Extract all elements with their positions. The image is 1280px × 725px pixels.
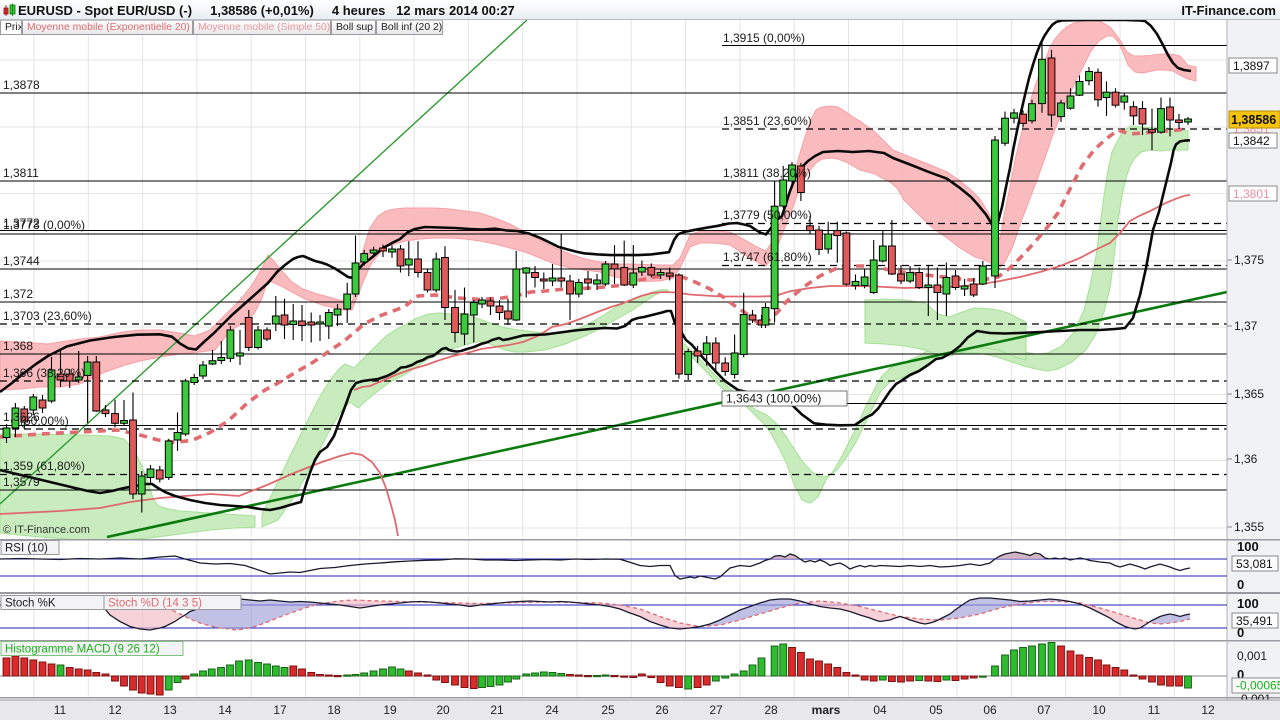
svg-text:0: 0: [1237, 667, 1244, 682]
svg-text:mars: mars: [812, 703, 841, 717]
svg-text:53,081: 53,081: [1236, 557, 1273, 571]
svg-text:28: 28: [764, 703, 778, 717]
svg-text:18: 18: [327, 703, 341, 717]
svg-text:1,3915 (0,00%): 1,3915 (0,00%): [723, 31, 805, 45]
svg-text:1,36: 1,36: [1234, 452, 1258, 466]
svg-text:24: 24: [545, 703, 559, 717]
svg-text:1,3747 (61,80%): 1,3747 (61,80%): [723, 250, 812, 264]
svg-text:(50,00%): (50,00%): [20, 414, 69, 428]
svg-text:1,355: 1,355: [1234, 520, 1264, 534]
svg-text:1,3703 (23,60%): 1,3703 (23,60%): [3, 309, 92, 323]
svg-text:13: 13: [163, 703, 177, 717]
svg-text:35,491: 35,491: [1236, 614, 1273, 628]
svg-text:100: 100: [1237, 596, 1259, 611]
svg-text:100: 100: [1237, 539, 1259, 554]
svg-text:Histogramme MACD (9 26 12): Histogramme MACD (9 26 12): [5, 644, 160, 656]
svg-text:© IT-Finance.com: © IT-Finance.com: [3, 524, 90, 536]
svg-text:1,359 (61,80%): 1,359 (61,80%): [3, 459, 85, 473]
svg-text:1,375: 1,375: [1234, 253, 1264, 267]
svg-text:11: 11: [54, 703, 67, 717]
svg-text:-0,00065: -0,00065: [1236, 679, 1280, 693]
svg-text:25: 25: [601, 703, 615, 717]
svg-text:1,3643 (100,00%): 1,3643 (100,00%): [726, 392, 821, 406]
svg-text:10: 10: [1092, 703, 1106, 717]
svg-text:1,3878: 1,3878: [3, 78, 40, 92]
svg-text:11: 11: [1148, 703, 1161, 717]
svg-text:1,38586: 1,38586: [1231, 113, 1276, 127]
svg-text:1,3801: 1,3801: [1233, 187, 1270, 201]
svg-text:1,3744: 1,3744: [3, 254, 40, 268]
svg-text:26: 26: [655, 703, 669, 717]
svg-text:17: 17: [273, 703, 287, 717]
svg-text:14: 14: [218, 703, 232, 717]
svg-text:1,365: 1,365: [1234, 387, 1264, 401]
svg-text:0: 0: [1237, 577, 1244, 592]
svg-text:1,3842: 1,3842: [1233, 134, 1270, 148]
svg-text:1,3779 (50,00%): 1,3779 (50,00%): [723, 208, 812, 222]
svg-text:27: 27: [709, 703, 723, 717]
svg-text:RSI (10): RSI (10): [5, 543, 48, 555]
svg-text:Stoch %D (14 3 5): Stoch %D (14 3 5): [108, 598, 202, 610]
svg-text:1,3579: 1,3579: [3, 475, 40, 489]
svg-text:07: 07: [1037, 703, 1051, 717]
svg-text:1,3811: 1,3811: [3, 166, 39, 180]
svg-text:Stoch %K: Stoch %K: [5, 598, 56, 610]
svg-text:12: 12: [1201, 703, 1215, 717]
svg-text:1,37: 1,37: [1234, 319, 1258, 333]
svg-text:0: 0: [1237, 625, 1244, 640]
svg-text:1,3772: 1,3772: [3, 216, 40, 230]
svg-text:1,3811 (38,20%): 1,3811 (38,20%): [723, 166, 811, 180]
svg-text:1,368: 1,368: [3, 339, 33, 353]
svg-text:1,3773 (0,00%): 1,3773 (0,00%): [3, 218, 85, 232]
svg-text:1,372: 1,372: [3, 287, 33, 301]
svg-text:1,3897: 1,3897: [1233, 59, 1270, 73]
svg-text:20: 20: [436, 703, 450, 717]
svg-text:05: 05: [929, 703, 943, 717]
svg-text:1,3851 (23,60%): 1,3851 (23,60%): [723, 114, 812, 128]
svg-text:04: 04: [873, 703, 887, 717]
svg-text:0,001: 0,001: [1237, 649, 1267, 663]
svg-text:12: 12: [108, 703, 122, 717]
svg-text:1,3626: 1,3626: [3, 410, 40, 424]
svg-text:21: 21: [490, 703, 504, 717]
svg-text:19: 19: [383, 703, 397, 717]
svg-text:06: 06: [983, 703, 997, 717]
svg-text:1,366 (38,20%): 1,366 (38,20%): [3, 366, 85, 380]
